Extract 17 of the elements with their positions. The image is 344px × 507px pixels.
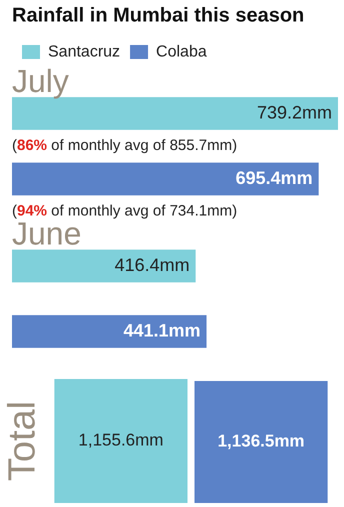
y-tick-label: July <box>12 62 69 99</box>
data-label: 695.4mm <box>236 168 313 188</box>
annotation: (94% of monthly avg of 734.1mm) <box>12 202 238 220</box>
legend-label: Colaba <box>156 43 207 60</box>
y-axis-title: Total <box>1 400 44 482</box>
bar <box>12 162 319 196</box>
legend-label: Santacruz <box>48 43 120 60</box>
bar <box>12 250 196 282</box>
data-label: 1,155.6mm <box>78 430 164 450</box>
data-label: 1,136.5mm <box>218 432 305 451</box>
bar <box>12 97 338 130</box>
data-label: 416.4mm <box>114 254 190 275</box>
bar <box>12 315 207 348</box>
data-label: 441.1mm <box>123 320 201 341</box>
data-label: 739.2mm <box>256 102 332 122</box>
annotation: (86% of monthly avg of 855.7mm) <box>12 136 238 154</box>
chart-title: Rainfall in Mumbai this season <box>12 4 304 27</box>
